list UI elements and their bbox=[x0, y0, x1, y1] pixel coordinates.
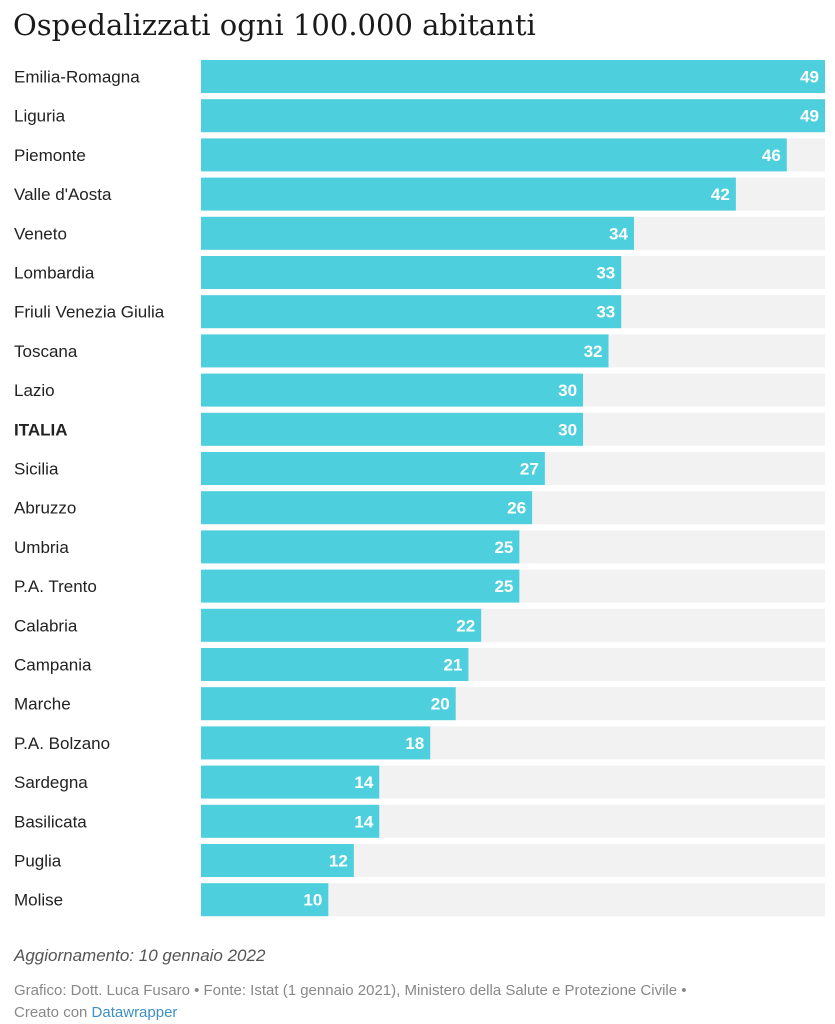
bar-emilia-romagna bbox=[201, 60, 825, 93]
value-label-lombardia: 33 bbox=[596, 264, 615, 283]
value-label-lazio: 30 bbox=[558, 381, 577, 400]
value-label-italia: 30 bbox=[558, 420, 577, 439]
value-label-emilia-romagna: 49 bbox=[800, 68, 819, 87]
value-label-campania: 21 bbox=[444, 656, 463, 675]
bar-toscana bbox=[201, 334, 609, 368]
bar-sardegna bbox=[201, 765, 380, 799]
category-label-molise: Molise bbox=[14, 891, 63, 910]
value-label-calabria: 22 bbox=[456, 616, 475, 635]
bar-chart: Emilia-Romagna 49 Liguria 49 Piemonte 46 Valle… bbox=[14, 60, 825, 917]
bar-molise bbox=[201, 883, 329, 917]
update-note: Aggiornamento: 10 gennaio 2022 bbox=[14, 946, 266, 965]
value-label-p-a-trento: 25 bbox=[494, 577, 513, 596]
value-label-valle-d-aosta: 42 bbox=[711, 185, 730, 204]
category-label-marche: Marche bbox=[14, 695, 71, 714]
bar-lazio bbox=[201, 373, 584, 407]
category-label-p-a-bolzano: P.A. Bolzano bbox=[14, 734, 110, 753]
category-label-lazio: Lazio bbox=[14, 381, 55, 400]
category-label-sardegna: Sardegna bbox=[14, 773, 88, 792]
value-label-puglia: 12 bbox=[329, 852, 348, 871]
value-label-umbria: 25 bbox=[494, 538, 513, 557]
bar-campania bbox=[201, 648, 469, 681]
created-with-text: Creato con bbox=[14, 1004, 88, 1021]
category-label-veneto: Veneto bbox=[14, 224, 67, 243]
value-label-sicilia: 27 bbox=[520, 460, 539, 479]
bar-italia bbox=[201, 412, 584, 446]
bar-veneto bbox=[201, 216, 634, 250]
footer-credits: Grafico: Dott. Luca Fusaro • Fonte: Ista… bbox=[14, 980, 824, 1024]
value-label-abruzzo: 26 bbox=[507, 499, 526, 518]
category-label-valle-d-aosta: Valle d'Aosta bbox=[14, 185, 112, 204]
bar-liguria bbox=[201, 99, 825, 133]
value-label-basilicata: 14 bbox=[354, 812, 373, 831]
bar-valle-d-aosta bbox=[201, 177, 736, 211]
category-label-piemonte: Piemonte bbox=[14, 146, 86, 165]
category-label-puglia: Puglia bbox=[14, 852, 62, 871]
value-label-marche: 20 bbox=[431, 695, 450, 714]
category-label-lombardia: Lombardia bbox=[14, 264, 95, 283]
category-label-basilicata: Basilicata bbox=[14, 812, 87, 831]
bar-marche bbox=[201, 687, 456, 721]
value-label-toscana: 32 bbox=[584, 342, 603, 361]
bar-lombardia bbox=[201, 256, 622, 289]
value-label-veneto: 34 bbox=[609, 224, 628, 243]
bar-friuli-venezia-giulia bbox=[201, 295, 622, 329]
datawrapper-link[interactable]: Datawrapper bbox=[91, 1004, 178, 1021]
bar-p-a-bolzano bbox=[201, 726, 431, 760]
value-label-piemonte: 46 bbox=[762, 146, 781, 165]
category-label-sicilia: Sicilia bbox=[14, 460, 59, 479]
bar-sicilia bbox=[201, 452, 545, 485]
bar-abruzzo bbox=[201, 491, 533, 525]
bar-puglia bbox=[201, 844, 354, 877]
chart-title: Ospedalizzati ogni 100.000 abitanti bbox=[13, 8, 536, 42]
value-label-liguria: 49 bbox=[800, 107, 819, 126]
category-label-friuli-venezia-giulia: Friuli Venezia Giulia bbox=[14, 303, 165, 322]
value-label-p-a-bolzano: 18 bbox=[405, 734, 424, 753]
credits-text: Grafico: Dott. Luca Fusaro • Fonte: Ista… bbox=[14, 982, 687, 999]
value-label-molise: 10 bbox=[303, 891, 322, 910]
bar-calabria bbox=[201, 608, 482, 642]
value-label-sardegna: 14 bbox=[354, 773, 373, 792]
bar-piemonte bbox=[201, 138, 787, 172]
category-label-umbria: Umbria bbox=[14, 538, 69, 557]
bar-p-a-trento bbox=[201, 569, 520, 603]
category-label-emilia-romagna: Emilia-Romagna bbox=[14, 68, 140, 87]
category-label-calabria: Calabria bbox=[14, 616, 78, 635]
category-label-campania: Campania bbox=[14, 656, 92, 675]
bar-basilicata bbox=[201, 804, 380, 838]
category-label-liguria: Liguria bbox=[14, 107, 66, 126]
bar-umbria bbox=[201, 530, 520, 564]
category-label-italia: ITALIA bbox=[14, 420, 68, 439]
value-label-friuli-venezia-giulia: 33 bbox=[596, 303, 615, 322]
category-label-toscana: Toscana bbox=[14, 342, 78, 361]
category-label-abruzzo: Abruzzo bbox=[14, 499, 76, 518]
category-label-p-a-trento: P.A. Trento bbox=[14, 577, 97, 596]
